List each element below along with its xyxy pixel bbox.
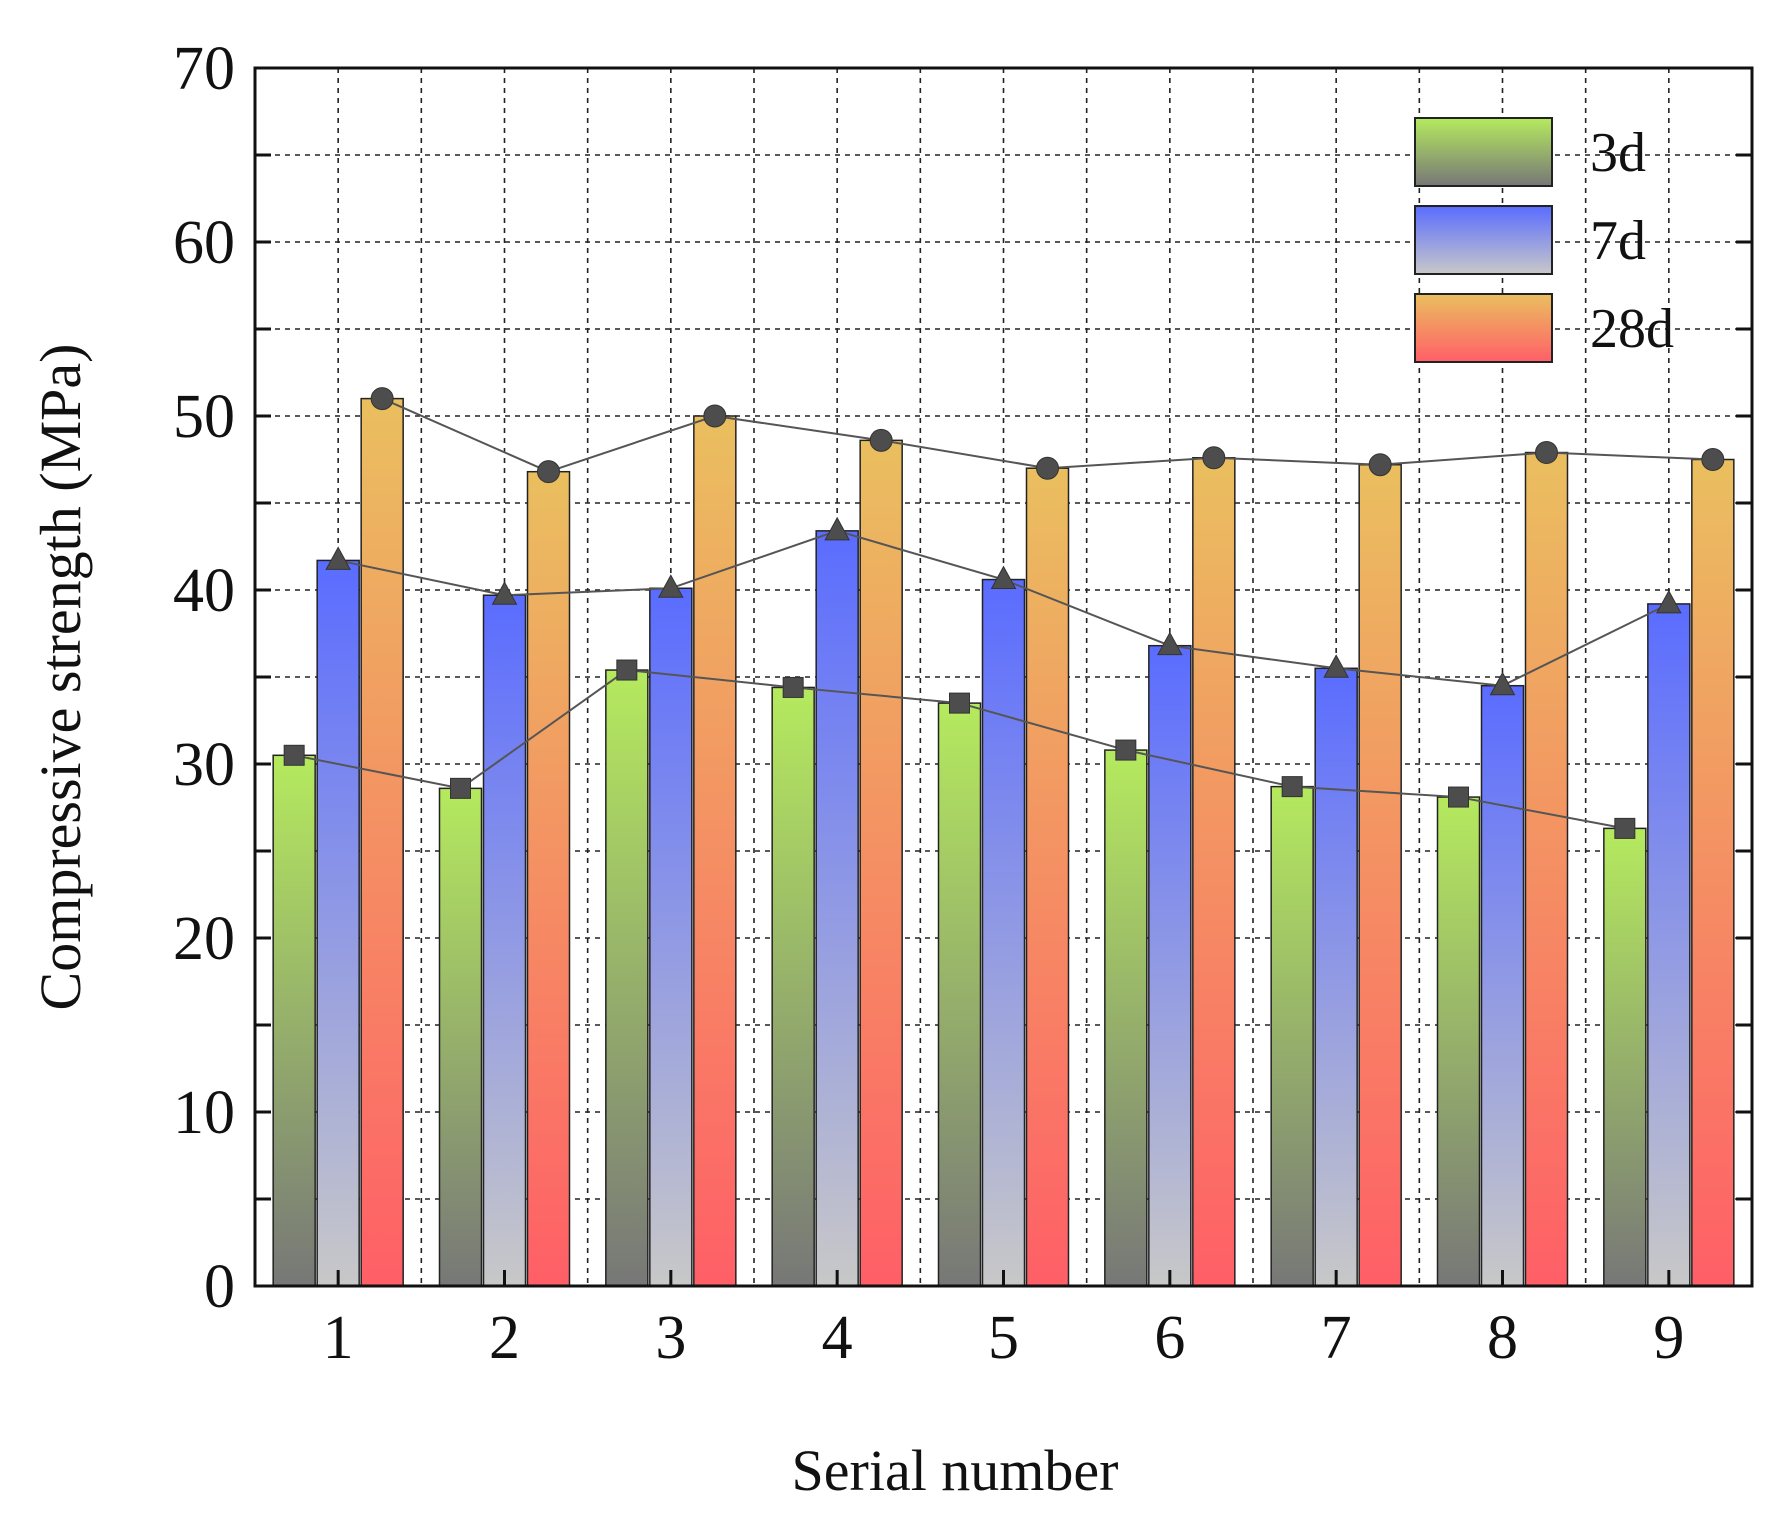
marker-28d-3 — [703, 404, 727, 428]
marker-3d-8 — [1448, 786, 1469, 808]
bar-28d-6 — [1192, 457, 1236, 1287]
x-tick-label: 1 — [323, 1304, 354, 1372]
bar-3d-8 — [1436, 796, 1481, 1287]
y-axis-title: Compressive strength (MPa) — [28, 344, 93, 1011]
marker-28d-2 — [537, 460, 560, 484]
marker-3d-4 — [782, 676, 804, 698]
bar-3d-3 — [605, 669, 649, 1287]
legend-label-28d: 28d — [1590, 298, 1674, 360]
bar-3d-2 — [438, 787, 483, 1287]
marker-3d-3 — [616, 659, 638, 681]
marker-7d-3 — [657, 574, 684, 598]
marker-28d-4 — [869, 428, 893, 452]
marker-7d-2 — [491, 581, 518, 605]
marker-28d-7 — [1368, 453, 1392, 477]
marker-7d-5 — [990, 565, 1017, 590]
marker-7d-1 — [325, 546, 352, 570]
markers — [283, 387, 1725, 839]
legend-swatch-7d — [1414, 205, 1553, 275]
bar-28d-4 — [859, 439, 903, 1287]
marker-28d-5 — [1036, 456, 1059, 480]
x-tick-label: 7 — [1321, 1304, 1352, 1372]
bar-3d-6 — [1104, 749, 1148, 1287]
bar-7d-1 — [316, 559, 360, 1287]
bar-3d-7 — [1270, 785, 1314, 1287]
x-tick-label: 4 — [822, 1304, 853, 1372]
bar-7d-8 — [1480, 684, 1525, 1287]
y-tick-label: 10 — [173, 1079, 235, 1147]
marker-7d-6 — [1156, 631, 1183, 656]
bar-7d-7 — [1314, 667, 1358, 1287]
marker-7d-7 — [1323, 654, 1350, 678]
legend-label-3d: 3d — [1590, 122, 1646, 184]
marker-28d-8 — [1535, 441, 1558, 465]
y-tick-label: 30 — [173, 731, 235, 799]
bar-28d-8 — [1524, 451, 1569, 1287]
bar-7d-6 — [1148, 644, 1192, 1287]
marker-7d-8 — [1489, 671, 1516, 696]
marker-3d-5 — [949, 692, 970, 714]
marker-3d-1 — [283, 744, 305, 766]
y-tick-label: 60 — [173, 209, 235, 277]
bar-7d-2 — [482, 594, 527, 1287]
bar-7d-3 — [649, 587, 693, 1287]
bar-28d-1 — [360, 397, 404, 1287]
y-tick-label: 0 — [204, 1253, 235, 1321]
marker-7d-9 — [1655, 589, 1682, 614]
legend: 3d 7d 28d — [1414, 117, 1674, 363]
bar-3d-5 — [937, 702, 982, 1287]
y-tick-label: 50 — [173, 383, 235, 451]
x-tick-label: 6 — [1154, 1304, 1185, 1372]
bar-28d-2 — [526, 470, 571, 1287]
bar-7d-4 — [815, 530, 859, 1287]
bar-3d-1 — [272, 754, 316, 1287]
marker-3d-7 — [1281, 776, 1303, 798]
y-tick-label: 70 — [173, 35, 235, 103]
bar-28d-9 — [1691, 458, 1735, 1287]
y-axis-ticks: 0 10 20 30 40 50 60 70 — [173, 35, 1752, 1321]
x-tick-label: 5 — [988, 1304, 1019, 1372]
marker-7d-4 — [824, 516, 851, 541]
x-tick-label: 9 — [1653, 1304, 1684, 1372]
marker-28d-1 — [370, 387, 394, 411]
x-axis-ticks: 1 2 3 4 5 6 7 8 9 — [323, 1270, 1684, 1372]
marker-3d-9 — [1614, 817, 1636, 839]
bar-28d-7 — [1358, 463, 1402, 1287]
bar-28d-3 — [693, 415, 737, 1287]
legend-swatch-28d — [1414, 293, 1553, 363]
legend-swatch-3d — [1414, 117, 1553, 187]
y-tick-label: 40 — [173, 557, 235, 625]
x-tick-label: 8 — [1487, 1304, 1518, 1372]
y-tick-label: 20 — [173, 905, 235, 973]
bar-3d-4 — [771, 686, 815, 1287]
marker-3d-2 — [450, 777, 471, 799]
marker-28d-9 — [1701, 448, 1725, 471]
bar-7d-5 — [981, 578, 1026, 1287]
x-axis-title: Serial number — [792, 1438, 1119, 1503]
bar-7d-9 — [1647, 603, 1691, 1287]
x-tick-label: 3 — [655, 1304, 686, 1372]
legend-label-7d: 7d — [1590, 210, 1646, 272]
marker-28d-6 — [1202, 446, 1226, 470]
x-tick-label: 2 — [489, 1304, 520, 1372]
marker-3d-6 — [1115, 739, 1137, 761]
bars — [272, 397, 1735, 1287]
bar-3d-9 — [1603, 827, 1647, 1287]
